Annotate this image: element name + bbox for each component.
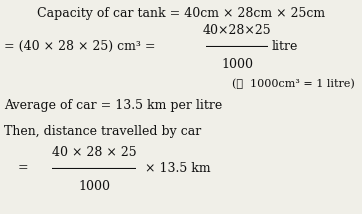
- Text: (∴  1000cm³ = 1 litre): (∴ 1000cm³ = 1 litre): [232, 79, 355, 89]
- Text: = (40 × 28 × 25) cm³ =: = (40 × 28 × 25) cm³ =: [4, 40, 155, 52]
- Text: Capacity of car tank = 40cm × 28cm × 25cm: Capacity of car tank = 40cm × 28cm × 25c…: [37, 7, 325, 21]
- Text: × 13.5 km: × 13.5 km: [145, 162, 210, 174]
- Text: 40×28×25: 40×28×25: [203, 24, 272, 37]
- Text: Then, distance travelled by car: Then, distance travelled by car: [4, 125, 201, 138]
- Text: Average of car = 13.5 km per litre: Average of car = 13.5 km per litre: [4, 100, 222, 113]
- Text: litre: litre: [272, 40, 298, 52]
- Text: 40 × 28 × 25: 40 × 28 × 25: [52, 146, 136, 159]
- Text: 1000: 1000: [221, 58, 253, 70]
- Text: 1000: 1000: [78, 180, 110, 193]
- Text: =: =: [18, 162, 29, 174]
